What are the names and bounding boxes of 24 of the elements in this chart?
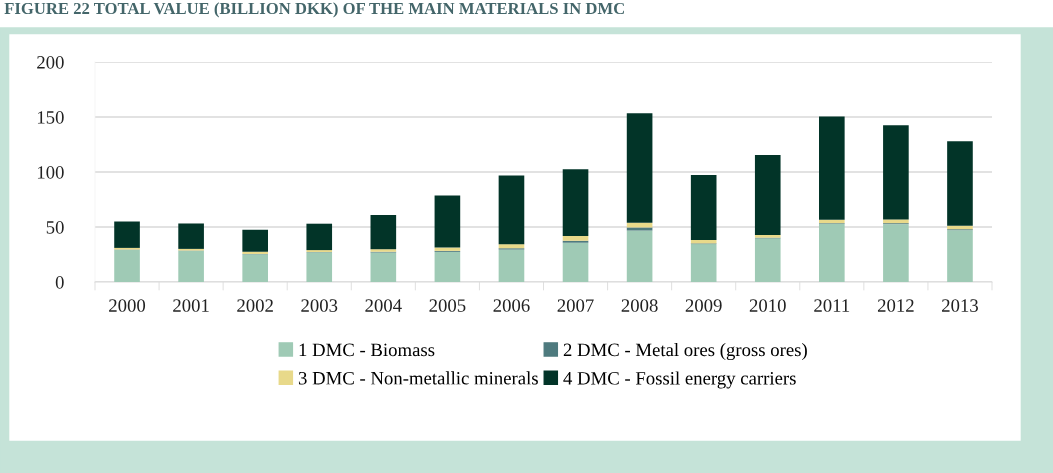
x-tick-label: 2003 — [301, 299, 338, 312]
y-tick-label: 150 — [37, 111, 64, 124]
chart-title: FIGURE 22 TOTAL VALUE (BILLION DKK) OF THE MAIN MATERIALS IN DMC — [4, 2, 624, 18]
y-tick-label: 200 — [37, 56, 64, 69]
x-tick-label: 2002 — [237, 299, 273, 312]
x-tick-label: 2001 — [173, 299, 209, 312]
y-tick-label: 100 — [37, 166, 64, 179]
x-tick-label: 2006 — [493, 299, 530, 312]
x-tick-label: 2005 — [429, 299, 466, 312]
x-tick-label: 2009 — [685, 299, 722, 312]
legend-label: 1 DMC - Biomass — [299, 343, 435, 357]
x-tick-label: 2000 — [109, 299, 146, 312]
legend-label: 4 DMC - Fossil energy carriers — [563, 371, 796, 389]
y-tick-label: 50 — [46, 221, 64, 234]
x-tick-label: 2004 — [365, 299, 402, 312]
legend-label: 3 DMC - Non-metallic minerals — [298, 371, 538, 385]
x-tick-label: 2011 — [814, 299, 850, 312]
legend-label: 2 DMC - Metal ores (gross ores) — [563, 342, 807, 361]
y-tick-label: 0 — [55, 276, 64, 289]
x-tick-label: 2008 — [621, 299, 658, 312]
x-tick-label: 2007 — [557, 299, 594, 312]
x-tick-label: 2010 — [749, 299, 786, 312]
x-tick-label: 2013 — [942, 299, 978, 312]
x-tick-label: 2012 — [877, 299, 914, 312]
